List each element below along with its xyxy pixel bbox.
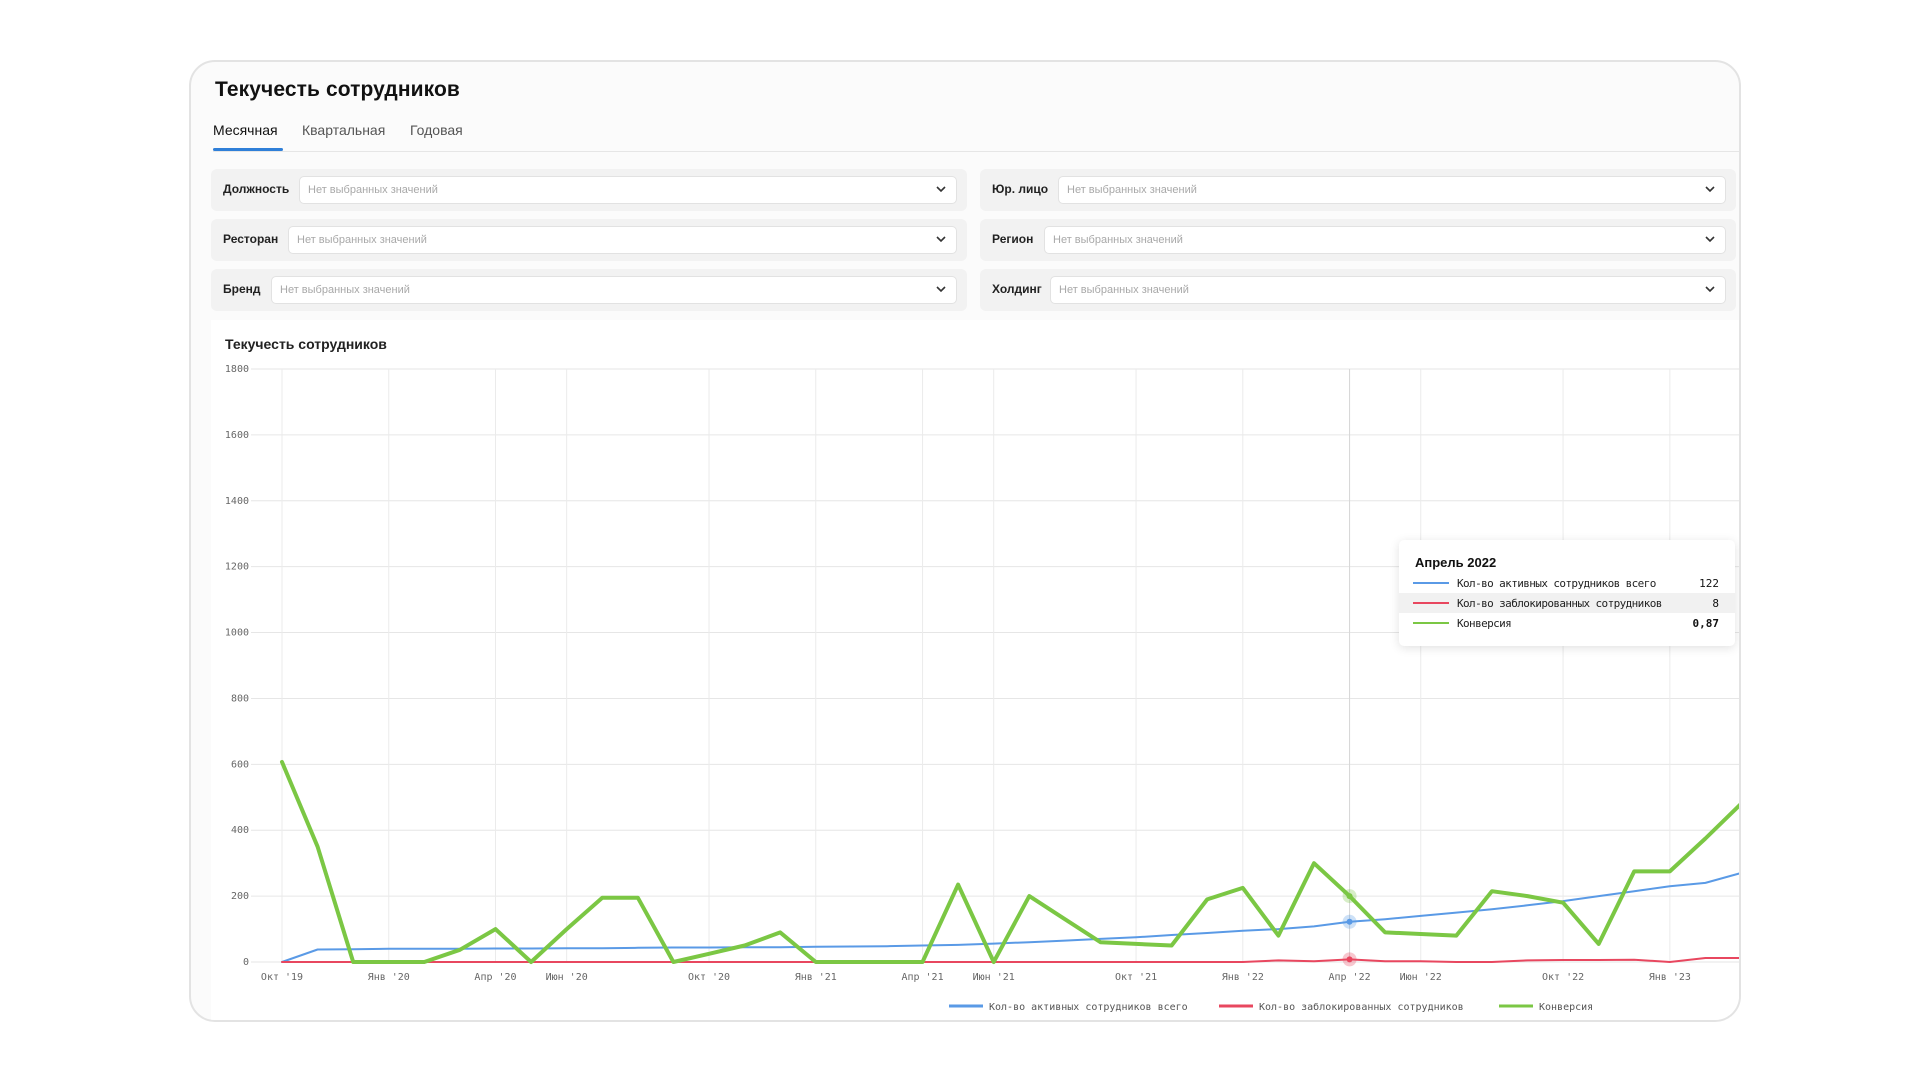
- x-tick-label: Апр '20: [474, 972, 516, 983]
- y-tick-label: 600: [231, 759, 249, 770]
- filter-holding-label: Холдинг: [992, 282, 1042, 296]
- chevron-down-icon: [1705, 286, 1715, 293]
- filter-holding: Холдинг Нет выбранных значений: [980, 269, 1736, 311]
- turnover-chart[interactable]: 0 200 400 600 800 1000 1200 1400 1600 1800 Окт '1…: [191, 62, 1741, 1022]
- x-tick-label: Окт '19: [261, 972, 303, 983]
- tooltip-row-active: Кол-во активных сотрудников всего 122: [1399, 573, 1735, 593]
- x-tick-label: Янв '23: [1649, 972, 1691, 983]
- x-tick-label: Янв '22: [1222, 972, 1264, 983]
- hover-marker-point: [1346, 918, 1353, 925]
- filter-brand-label: Бренд: [223, 282, 261, 296]
- filter-region-select[interactable]: Нет выбранных значений: [1044, 226, 1726, 254]
- page-title: Текучесть сотрудников: [215, 78, 460, 101]
- x-tick-label: Апр '21: [901, 972, 943, 983]
- x-tick-label: Окт '20: [688, 972, 730, 983]
- x-tick-label: Июн '21: [973, 972, 1015, 983]
- filter-region-label: Регион: [992, 232, 1034, 246]
- tooltip-label-conversion: Конверсия: [1457, 617, 1512, 630]
- x-tick-label: Окт '22: [1542, 972, 1584, 983]
- y-axis: 0 200 400 600 800 1000 1200 1400 1600 1800: [225, 364, 249, 968]
- chevron-down-icon: [936, 186, 946, 193]
- filter-legal-entity: Юр. лицо Нет выбранных значений: [980, 169, 1736, 211]
- y-tick-label: 200: [231, 891, 249, 902]
- x-tick-label: Июн '22: [1400, 972, 1442, 983]
- x-axis: Окт '19 Янв '20 Апр '20 Июн '20 Окт '20 Янв '…: [261, 972, 1691, 983]
- chevron-down-icon: [936, 236, 946, 243]
- y-tick-label: 1600: [225, 430, 249, 441]
- chart-grid: [251, 368, 1739, 963]
- series-line-blocked-employees: [281, 957, 1739, 963]
- legend-label: Кол-во заблокированных сотрудников: [1259, 1001, 1464, 1013]
- y-tick-label: 1800: [225, 364, 249, 375]
- y-tick-label: 1400: [225, 496, 249, 507]
- tooltip-label-active: Кол-во активных сотрудников всего: [1457, 577, 1656, 590]
- filter-position-select[interactable]: Нет выбранных значений: [299, 176, 957, 204]
- tooltip-swatch-active: [1413, 582, 1449, 584]
- filter-legal-entity-select[interactable]: Нет выбранных значений: [1058, 176, 1726, 204]
- filter-restaurant-placeholder: Нет выбранных значений: [297, 234, 427, 246]
- tooltip-value-conversion: 0,87: [1692, 617, 1720, 630]
- filter-region-placeholder: Нет выбранных значений: [1053, 234, 1183, 246]
- turnover-card: Текучесть сотрудников Месячная Квартальн…: [189, 60, 1741, 1022]
- x-tick-label: Апр '22: [1328, 972, 1370, 983]
- filter-brand-placeholder: Нет выбранных значений: [280, 284, 410, 296]
- tooltip-title: Апрель 2022: [1415, 555, 1497, 570]
- tab-yearly[interactable]: Годовая: [410, 122, 463, 138]
- chart-series: [280, 760, 1739, 964]
- series-line-conversion: [280, 760, 1739, 964]
- chart-legend: Кол-во активных сотрудников всего Кол-во …: [949, 1001, 1593, 1013]
- tab-monthly[interactable]: Месячная: [213, 122, 278, 138]
- tooltip-swatch-conversion: [1413, 622, 1449, 624]
- y-tick-label: 800: [231, 693, 249, 704]
- x-tick-label: Янв '21: [795, 972, 837, 983]
- filter-position-label: Должность: [223, 182, 290, 196]
- filter-brand-select[interactable]: Нет выбранных значений: [271, 276, 957, 304]
- chevron-down-icon: [1705, 236, 1715, 243]
- active-tab-indicator: [213, 148, 283, 151]
- filter-restaurant-select[interactable]: Нет выбранных значений: [288, 226, 957, 254]
- tooltip-value-active: 122: [1699, 577, 1719, 590]
- legend-label: Конверсия: [1539, 1002, 1593, 1013]
- filter-region: Регион Нет выбранных значений: [980, 219, 1736, 261]
- filter-position: Должность Нет выбранных значений: [211, 169, 967, 211]
- chevron-down-icon: [936, 286, 946, 293]
- filter-brand: Бренд Нет выбранных значений: [211, 269, 967, 311]
- chart-title: Текучесть сотрудников: [225, 336, 387, 352]
- filter-restaurant-label: Ресторан: [223, 232, 279, 246]
- hover-marker-point: [1346, 956, 1353, 963]
- tab-quarterly[interactable]: Квартальная: [302, 122, 386, 138]
- y-tick-label: 0: [243, 957, 249, 968]
- tooltip-row-blocked: Кол-во заблокированных сотрудников 8: [1399, 593, 1735, 613]
- filter-holding-select[interactable]: Нет выбранных значений: [1050, 276, 1726, 304]
- filter-restaurant: Ресторан Нет выбранных значений: [211, 219, 967, 261]
- filter-holding-placeholder: Нет выбранных значений: [1059, 284, 1189, 296]
- tabs-divider: [213, 151, 1739, 152]
- chevron-down-icon: [1705, 186, 1715, 193]
- hover-marker-point: [1346, 893, 1353, 900]
- y-tick-label: 400: [231, 825, 249, 836]
- x-tick-label: Июн '20: [546, 972, 588, 983]
- tooltip-label-blocked: Кол-во заблокированных сотрудников: [1457, 597, 1662, 610]
- tooltip-value-blocked: 8: [1712, 597, 1719, 610]
- y-tick-label: 1200: [225, 562, 249, 573]
- y-tick-label: 1000: [225, 628, 249, 639]
- tooltip-row-conversion: Конверсия 0,87: [1399, 613, 1735, 633]
- legend-label: Кол-во активных сотрудников всего: [989, 1002, 1188, 1013]
- tooltip-swatch-blocked: [1413, 602, 1449, 604]
- filter-legal-entity-label: Юр. лицо: [992, 182, 1049, 196]
- chart-tooltip: Апрель 2022 Кол-во активных сотрудников …: [1399, 540, 1735, 646]
- x-tick-label: Янв '20: [368, 972, 410, 983]
- x-tick-label: Окт '21: [1115, 972, 1157, 983]
- filter-position-placeholder: Нет выбранных значений: [308, 184, 438, 196]
- period-tabs: Месячная Квартальная Годовая: [213, 122, 1739, 152]
- filter-legal-entity-placeholder: Нет выбранных значений: [1067, 184, 1197, 196]
- series-line-active-employees: [281, 872, 1739, 963]
- hover-markers: [1342, 369, 1357, 967]
